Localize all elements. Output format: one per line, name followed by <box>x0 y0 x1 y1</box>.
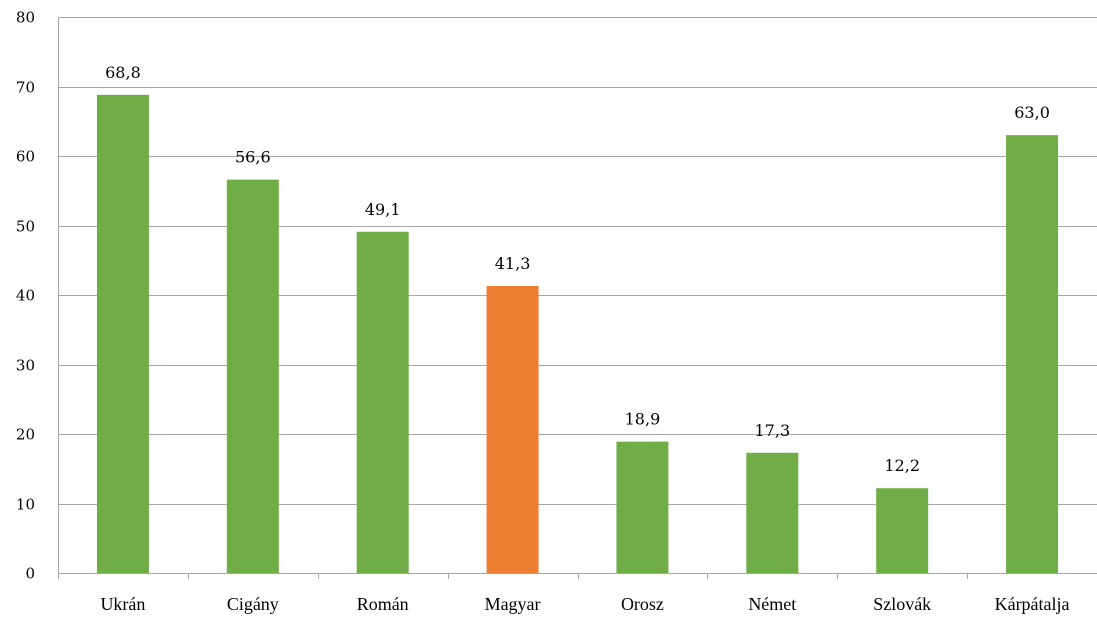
bar-német <box>746 452 799 573</box>
bar-magyar <box>486 285 539 573</box>
y-tick-label-50: 50 <box>16 218 35 236</box>
y-axis-tick-labels: 0 10 20 30 40 50 60 70 80 <box>16 9 35 583</box>
y-tick-label-40: 40 <box>16 287 35 305</box>
data-labels: 68,8 56,6 49,1 41,3 18,9 17,3 12,2 63,0 <box>105 63 1050 475</box>
x-tick-label-kárpátalja: Kárpátalja <box>995 594 1070 614</box>
bar-szlovák <box>876 488 929 573</box>
x-tick-label-cigány: Cigány <box>227 594 279 614</box>
data-label-kárpátalja: 63,0 <box>1014 103 1050 122</box>
data-label-szlovák: 12,2 <box>884 456 920 475</box>
data-label-cigány: 56,6 <box>235 148 271 167</box>
data-label-ukrán: 68,8 <box>105 63 141 82</box>
data-label-orosz: 18,9 <box>625 410 661 429</box>
x-tick-label-orosz: Orosz <box>621 594 664 614</box>
x-tick-label-német: Német <box>748 594 796 614</box>
y-tick-label-70: 70 <box>16 79 35 97</box>
bars <box>96 94 1059 573</box>
x-tick-label-magyar: Magyar <box>485 594 541 614</box>
y-tick-label-30: 30 <box>16 357 35 375</box>
x-tick-label-román: Román <box>357 594 409 614</box>
bar-cigány <box>226 179 279 573</box>
bar-kárpátalja <box>1006 135 1059 573</box>
x-tick-label-ukrán: Ukrán <box>100 594 145 614</box>
gridlines <box>58 17 1097 505</box>
bar-román <box>356 231 409 573</box>
bar-ukrán <box>96 94 149 573</box>
y-tick-label-0: 0 <box>25 565 35 583</box>
data-label-román: 49,1 <box>365 200 401 219</box>
y-tick-label-60: 60 <box>16 148 35 166</box>
y-tick-label-20: 20 <box>16 426 35 444</box>
x-tick-label-szlovák: Szlovák <box>873 594 931 614</box>
data-label-német: 17,3 <box>755 421 791 440</box>
bar-orosz <box>616 441 669 573</box>
x-axis-tick-labels: Ukrán Cigány Román Magyar Orosz Német Szlovák K… <box>100 594 1069 614</box>
y-tick-label-10: 10 <box>16 496 35 514</box>
axes <box>58 17 1097 579</box>
y-tick-label-80: 80 <box>16 9 35 27</box>
data-label-magyar: 41,3 <box>495 254 531 273</box>
